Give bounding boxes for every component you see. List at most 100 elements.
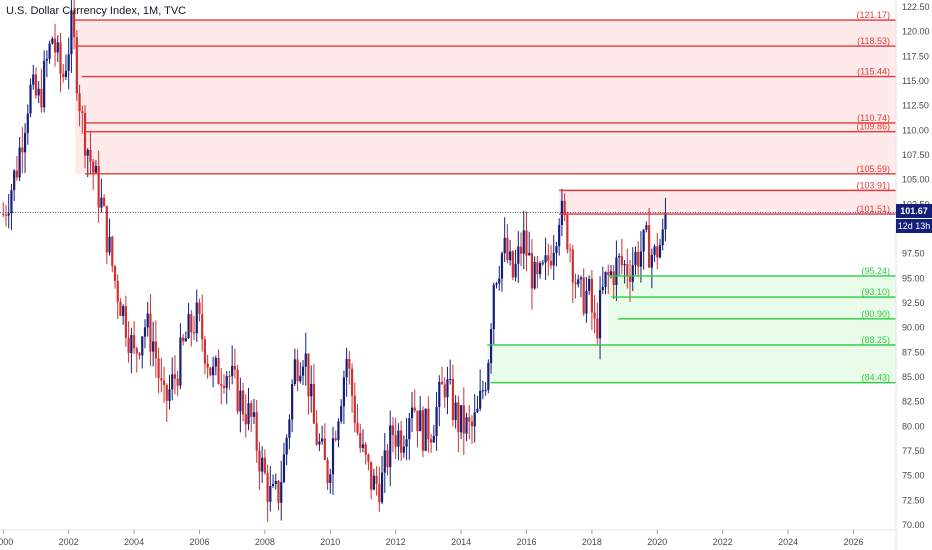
- candle-body: [244, 414, 247, 425]
- candle-body: [149, 313, 152, 352]
- resistance-level-label: (109.86): [856, 122, 890, 132]
- candle-body: [509, 251, 512, 261]
- candle-body: [179, 337, 182, 386]
- y-tick-label: 105.00: [902, 175, 930, 185]
- candle-body: [598, 290, 602, 339]
- candle-body: [94, 165, 98, 173]
- candle-body: [650, 254, 653, 268]
- x-tick-label: 2016: [516, 537, 536, 547]
- candle-body: [634, 251, 637, 266]
- candle-body: [579, 277, 583, 280]
- candle-body: [560, 200, 564, 225]
- candle-body: [293, 359, 296, 385]
- candle-body: [539, 263, 542, 275]
- resistance-level-label: (103.91): [856, 180, 890, 190]
- candle-body: [596, 318, 599, 339]
- candle-body: [116, 280, 119, 302]
- candle-body: [100, 197, 103, 208]
- candle-body: [525, 230, 528, 256]
- candle-body: [228, 376, 231, 378]
- candle-body: [400, 430, 403, 453]
- y-tick-label: 117.50: [902, 51, 929, 61]
- candle-body: [656, 246, 659, 258]
- candle-body: [397, 430, 400, 447]
- candle-body: [506, 237, 509, 261]
- candle-body: [637, 251, 640, 267]
- candle-body: [146, 313, 149, 328]
- candle-body: [318, 441, 321, 445]
- candle-body: [18, 147, 21, 178]
- candle-body: [43, 60, 46, 108]
- candle-body: [364, 444, 367, 455]
- x-tick-label: 2000: [0, 537, 13, 547]
- candle-body: [312, 383, 316, 424]
- candle-countdown-badge: 12d 13h: [896, 219, 932, 233]
- candle-body: [380, 472, 384, 503]
- candle-body: [23, 132, 27, 153]
- candle-body: [32, 74, 35, 85]
- candle-body: [231, 365, 234, 377]
- price-axis[interactable]: 122.50 120.00 117.50 115.00 112.50 110.00 107.…: [902, 2, 930, 530]
- candle-body: [247, 403, 250, 425]
- candle-body: [45, 58, 48, 61]
- candle-body: [154, 341, 157, 359]
- candle-body: [48, 43, 51, 59]
- candle-body: [122, 306, 125, 317]
- candle-body: [378, 483, 381, 503]
- resistance-level-label: (101.51): [856, 204, 890, 214]
- candle-body: [620, 256, 623, 266]
- candle-body: [457, 402, 460, 433]
- candle-body: [356, 422, 359, 433]
- y-tick-label: 85.00: [902, 372, 925, 382]
- candle-body: [389, 425, 392, 468]
- candle-body: [661, 229, 664, 246]
- resistance-level-label: (115.44): [857, 67, 890, 77]
- candle-body: [282, 454, 286, 483]
- x-tick-label: 2002: [59, 537, 79, 547]
- candle-body: [571, 249, 574, 283]
- candle-body: [26, 113, 29, 133]
- candle-body: [615, 257, 618, 286]
- y-tick-label: 82.50: [902, 397, 925, 407]
- candle-body: [70, 10, 73, 55]
- chart-title: U.S. Dollar Currency Index, 1M, TVC: [6, 5, 187, 17]
- candle-body: [203, 339, 207, 364]
- candle-body: [514, 263, 517, 278]
- y-tick-label: 77.50: [902, 446, 925, 456]
- candle-body: [323, 438, 326, 460]
- candle-body: [329, 474, 332, 483]
- candle-body: [97, 165, 100, 208]
- x-tick-label: 2020: [647, 537, 667, 547]
- x-tick-label: 2004: [124, 537, 144, 547]
- candle-body: [530, 252, 534, 289]
- candle-body: [236, 369, 239, 412]
- y-tick-label: 110.00: [902, 125, 929, 135]
- candle-body: [89, 149, 92, 162]
- candle-body: [451, 378, 455, 421]
- x-tick-label: 2022: [713, 537, 733, 547]
- candle-body: [173, 374, 177, 379]
- candle-body: [345, 358, 348, 378]
- candle-body: [443, 384, 446, 398]
- candle-body: [642, 229, 645, 252]
- candle-body: [487, 363, 490, 390]
- candle-body: [648, 225, 651, 268]
- support-level-label: (88.25): [861, 335, 890, 345]
- candle-body: [645, 225, 648, 230]
- candle-body: [299, 375, 302, 382]
- candle-body: [2, 214, 5, 216]
- candle-body: [127, 337, 130, 353]
- candle-body: [432, 435, 435, 443]
- candle-body: [277, 481, 280, 503]
- candle-body: [549, 260, 553, 266]
- x-tick-label: 2014: [451, 537, 471, 547]
- candle-body: [75, 37, 78, 94]
- candle-body: [214, 357, 217, 367]
- candle-body: [459, 405, 463, 433]
- candle-body: [430, 439, 433, 443]
- candle-body: [111, 236, 114, 267]
- candle-body: [124, 306, 127, 338]
- time-axis[interactable]: 2000 2002 2004 2006 2008 2010 2012 2014 2016 2018…: [0, 530, 864, 547]
